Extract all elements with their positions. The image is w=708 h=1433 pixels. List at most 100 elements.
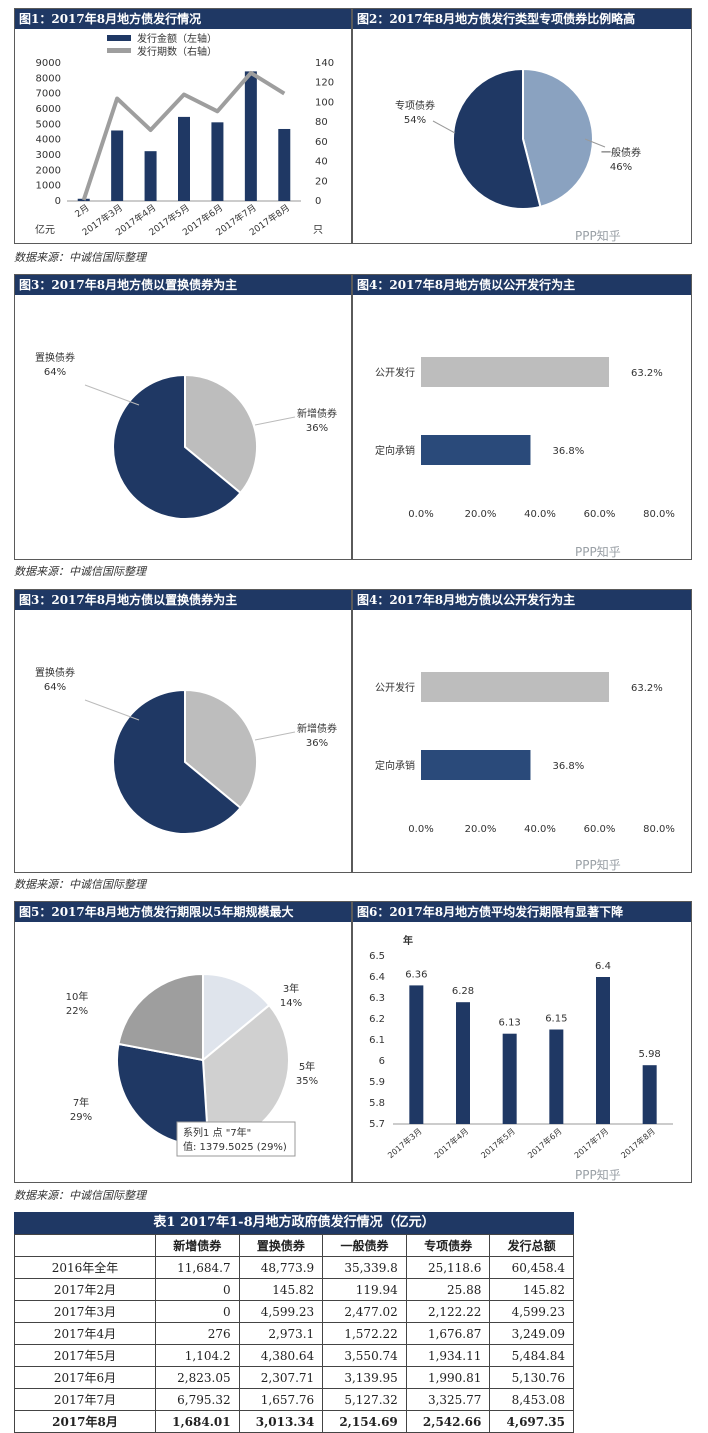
slice-label: 新增债券 — [297, 407, 337, 420]
row-label-cell: 2017年5月 — [14, 1344, 156, 1367]
value-label: 6.28 — [452, 986, 474, 997]
table-cell: 8,453.08 — [489, 1388, 574, 1411]
figure-6-panel: 图6：2017年8月地方债平均发行期限有显著下降 5.7 5.8 5.9 6 6.1 6.… — [352, 901, 692, 1183]
figure-4-panel: 图4：2017年8月地方债以公开发行为主 公开发行 63.2% 定向承销 36.8% 0… — [352, 589, 692, 873]
legend-swatch-line — [107, 48, 131, 53]
table-cell: 3,325.77 — [405, 1388, 491, 1411]
x-tick-label: 2017年5月 — [479, 1126, 517, 1160]
table-cell: 3,139.95 — [322, 1366, 407, 1389]
slice-value-label: 64% — [44, 682, 66, 693]
issuance-table: 表1 2017年1-8月地方政府债发行情况（亿元） 新增债券 置换债券 一般债券… — [14, 1212, 574, 1433]
x-tick-label: 2017年6月 — [525, 1126, 563, 1160]
figure-5-panel: 图5：2017年8月地方债发行期限以5年期规模最大 3年 14% 5年 35% 7年 29… — [14, 901, 352, 1183]
source-note: 数据来源：中诚信国际整理 — [14, 1189, 146, 1202]
bar — [502, 1033, 517, 1124]
slice-value-label: 22% — [66, 1006, 88, 1017]
y-tick-label-right: 20 — [315, 176, 328, 187]
x-tick-label: 0.0% — [408, 824, 433, 835]
table-row: 2017年6月 2,823.05 2,307.71 3,139.95 1,990.81 5… — [14, 1366, 574, 1389]
figure-1-chart: 0 1000 2000 3000 4000 5000 6000 7000 8000 9000 0 20… — [35, 32, 334, 238]
header-cell — [14, 1234, 156, 1257]
table-row: 2017年4月 276 2,973.1 1,572.22 1,676.87 3,249.0… — [14, 1322, 574, 1345]
table-cell: 1,657.76 — [238, 1388, 324, 1411]
category-label: 公开发行 — [375, 366, 415, 379]
x-tick-label: 40.0% — [524, 824, 556, 835]
figure-1-title: 图1：2017年8月地方债发行情况 — [15, 9, 351, 29]
source-note: 数据来源：中诚信国际整理 — [14, 251, 146, 264]
value-label: 36.8% — [552, 761, 584, 772]
legend-label: 发行期数（右轴） — [137, 45, 217, 58]
leader-line — [84, 699, 140, 721]
y-axis-unit: 年 — [403, 934, 413, 947]
table-cell: 145.82 — [489, 1278, 574, 1301]
data-table: 新增债券 置换债券 一般债券 专项债券 发行总额 2016年全年 11,684.7… — [14, 1234, 574, 1433]
value-label: 6.13 — [499, 1018, 521, 1029]
y-tick-label-right: 120 — [315, 78, 334, 89]
row-label-cell: 2016年全年 — [14, 1256, 156, 1279]
y-tick-label: 6 — [379, 1056, 385, 1067]
table-cell: 2,122.22 — [405, 1300, 491, 1323]
header-cell: 一般债券 — [322, 1234, 407, 1257]
slice-label: 新增债券 — [297, 722, 337, 735]
table-cell: 1,572.22 — [322, 1322, 407, 1345]
y-tick-label-left: 2000 — [36, 165, 61, 176]
y-tick-label-left: 9000 — [36, 58, 61, 69]
pie-slice — [522, 67, 594, 209]
table-cell: 6,795.32 — [155, 1388, 240, 1411]
slice-label: 5年 — [299, 1060, 315, 1073]
y-tick-label: 5.7 — [369, 1119, 385, 1130]
category-label: 定向承销 — [375, 759, 415, 772]
row-label-cell: 2017年4月 — [14, 1322, 156, 1345]
table-header-row: 新增债券 置换债券 一般债券 专项债券 发行总额 — [14, 1234, 574, 1257]
slice-value-label: 64% — [44, 367, 66, 378]
table-cell: 1,104.2 — [155, 1344, 240, 1367]
figure-5-title: 图5：2017年8月地方债发行期限以5年期规模最大 — [15, 902, 351, 922]
figure-2-chart: 一般债券 46% 专项债券 54% — [395, 67, 641, 210]
table-cell: 25,118.6 — [405, 1256, 491, 1279]
table-title: 表1 2017年1-8月地方政府债发行情况（亿元） — [14, 1212, 574, 1234]
value-label: 36.8% — [552, 446, 584, 457]
bar — [244, 71, 257, 201]
y-tick-label-left: 1000 — [36, 181, 61, 192]
x-tick-label: 2月 — [73, 202, 91, 219]
category-label: 公开发行 — [375, 681, 415, 694]
value-label: 63.2% — [631, 368, 663, 379]
y-tick-label: 6.5 — [369, 951, 385, 962]
bar — [596, 977, 610, 1124]
table-cell: 2,477.02 — [322, 1300, 407, 1323]
slice-label: 7年 — [73, 1096, 89, 1109]
x-tick-label: 60.0% — [584, 509, 616, 520]
legend-label: 发行金额（左轴） — [137, 32, 217, 45]
slice-label: 置换债券 — [35, 351, 75, 364]
slice-label: 一般债券 — [601, 146, 641, 159]
figure-4-title: 图4：2017年8月地方债以公开发行为主 — [353, 590, 691, 610]
bar — [642, 1065, 657, 1124]
bar — [456, 1002, 470, 1124]
figure-5-chart: 3年 14% 5年 35% 7年 29% 10年 22% 系列1 点 "7年"值: 1379.5… — [66, 972, 318, 1157]
figure-3-title: 图3：2017年8月地方债以置换债券为主 — [15, 590, 351, 610]
table-cell: 1,676.87 — [405, 1322, 491, 1345]
figure-4-chart: 公开发行 63.2% 定向承销 36.8% 0.0% 20.0% 40.0% 60.0% 80.… — [375, 357, 675, 520]
y-tick-label-left: 3000 — [36, 150, 61, 161]
tooltip-line: 系列1 点 "7年" — [183, 1126, 251, 1139]
series-line — [81, 70, 286, 201]
table-cell: 1,934.11 — [405, 1344, 491, 1367]
bar — [421, 357, 610, 387]
table-cell: 119.94 — [322, 1278, 407, 1301]
y-tick-label: 6.2 — [369, 1014, 385, 1025]
slice-value-label: 46% — [610, 162, 632, 173]
figure-3-chart: 置换债券 64% 新增债券 36% — [35, 666, 337, 835]
slice-value-label: 36% — [306, 738, 328, 749]
header-cell: 发行总额 — [489, 1234, 574, 1257]
table-row: 2016年全年 11,684.7 48,773.9 35,339.8 25,118.6 6… — [14, 1256, 574, 1279]
figure-6-chart: 5.7 5.8 5.9 6 6.1 6.2 6.3 6.4 6.5 年 6.36 2017年3月 6.2… — [369, 934, 673, 1160]
row-label-cell: 2017年6月 — [14, 1366, 156, 1389]
table-cell: 276 — [155, 1322, 240, 1345]
figure-6-title: 图6：2017年8月地方债平均发行期限有显著下降 — [353, 902, 691, 922]
table-cell: 4,599.23 — [238, 1300, 324, 1323]
x-tick-label: 2017年4月 — [432, 1126, 470, 1160]
value-label: 5.98 — [639, 1049, 661, 1060]
table-cell: 5,127.32 — [322, 1388, 407, 1411]
y-axis-unit-left: 亿元 — [35, 223, 55, 236]
header-cell: 专项债券 — [405, 1234, 491, 1257]
